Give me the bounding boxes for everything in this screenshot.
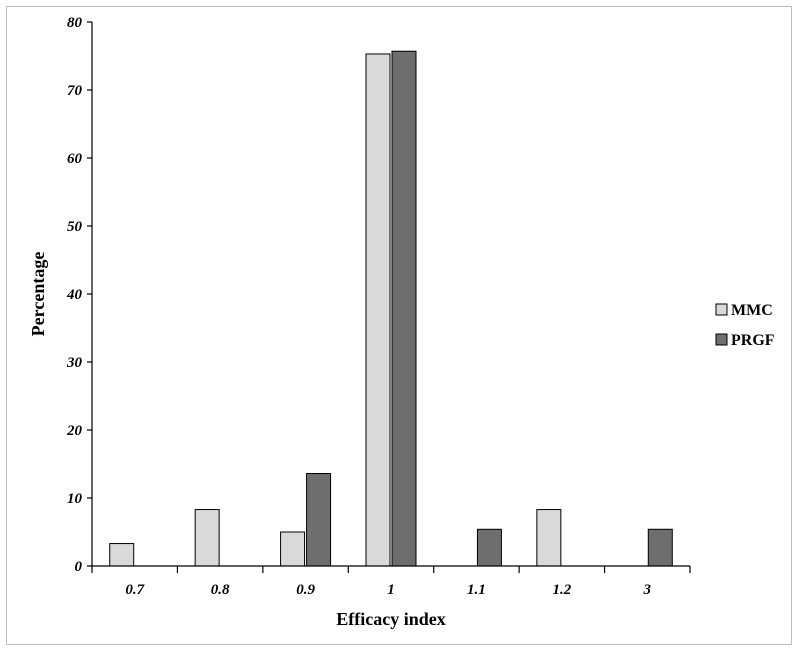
y-tick-label: 0: [75, 559, 83, 575]
legend-swatch-mmc: [715, 303, 728, 316]
y-tick-label: 50: [67, 219, 83, 235]
bar-prgf-1: [391, 50, 417, 567]
y-tick-label: 70: [67, 83, 83, 99]
y-tick-label: 10: [67, 491, 83, 507]
y-tick-label: 20: [66, 423, 83, 439]
bar-mmc-1-2: [536, 509, 562, 567]
x-tick-label: 1.1: [467, 582, 486, 598]
y-axis-title: Percentage: [28, 252, 48, 337]
bar-prgf-3: [647, 528, 673, 567]
bar-mmc-0-8: [194, 509, 220, 567]
x-tick-label: 0.7: [125, 582, 144, 598]
bar-mmc-1: [365, 53, 391, 567]
x-tick-label: 1: [387, 582, 395, 598]
x-tick-label: 0.8: [211, 582, 230, 598]
x-tick-label: 0.9: [296, 582, 315, 598]
y-ticks-group: 0 10 20 30 40 50 60 70 80: [66, 15, 92, 575]
y-tick-label: 60: [67, 151, 83, 167]
x-axis-title: Efficacy index: [336, 609, 446, 629]
bar-mmc-0-9: [280, 531, 306, 567]
bar-prgf-0-9: [306, 473, 332, 567]
legend: MMC PRGF: [715, 302, 775, 349]
y-tick-label: 80: [67, 15, 83, 31]
x-ticks-group: 0.7 0.8 0.9 1 1.1 1.2 3: [91, 566, 691, 598]
bar-mmc-0-7: [109, 543, 135, 567]
legend-swatch-prgf: [715, 333, 728, 346]
bars-group: [109, 50, 673, 567]
x-tick-label: 1.2: [552, 582, 571, 598]
bar-prgf-1-1: [476, 528, 502, 567]
legend-label-mmc: MMC: [731, 302, 773, 319]
x-tick-label: 3: [643, 582, 652, 598]
legend-label-prgf: PRGF: [731, 332, 775, 349]
y-tick-label: 40: [66, 287, 83, 303]
y-tick-label: 30: [66, 355, 83, 371]
